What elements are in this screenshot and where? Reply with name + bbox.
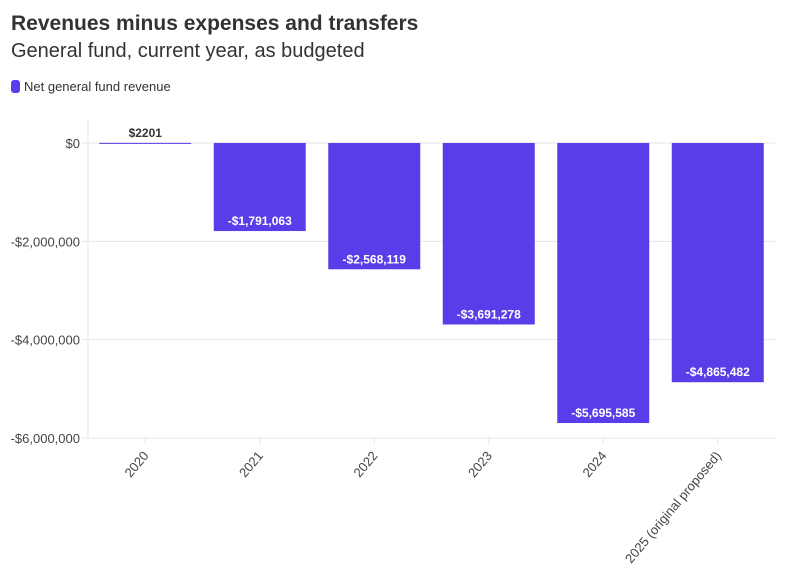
- x-tick-label: 2023: [465, 448, 495, 480]
- data-label: -$2,568,119: [343, 252, 407, 266]
- bar: [671, 143, 764, 383]
- legend-swatch: [11, 80, 20, 93]
- legend: Net general fund revenue: [11, 79, 171, 94]
- chart-title: Revenues minus expenses and transfers: [11, 12, 419, 35]
- x-tick-label: 2020: [121, 448, 151, 480]
- bar: [557, 143, 650, 424]
- y-tick-label: -$2,000,000: [11, 234, 80, 249]
- chart-subtitle: General fund, current year, as budgeted: [11, 40, 365, 62]
- data-label: $2201: [129, 126, 163, 140]
- y-tick-label: -$4,000,000: [11, 333, 80, 348]
- bar: [99, 142, 192, 144]
- bar: [213, 143, 306, 232]
- bar: [328, 143, 421, 270]
- x-tick-label: 2024: [579, 448, 609, 480]
- legend-label: Net general fund revenue: [24, 79, 171, 94]
- x-tick-label: 2025 (original proposed): [622, 448, 724, 566]
- data-label: -$1,791,063: [228, 214, 292, 228]
- bar: [442, 143, 535, 325]
- data-label: -$3,691,278: [457, 307, 521, 321]
- x-tick-label: 2022: [350, 448, 380, 480]
- data-label: -$4,865,482: [686, 365, 750, 379]
- x-tick-label: 2021: [236, 448, 266, 480]
- y-tick-label: -$6,000,000: [11, 431, 80, 446]
- data-label: -$5,695,585: [571, 406, 635, 420]
- y-tick-label: $0: [66, 136, 80, 151]
